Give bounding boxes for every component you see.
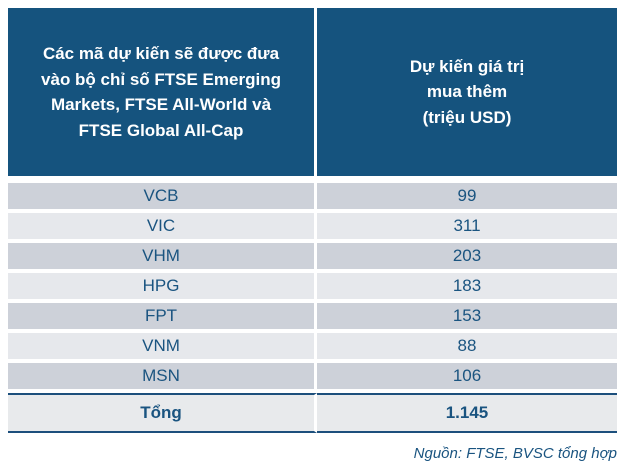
table-row: MSN 106 [8,363,617,389]
table-row: VHM 203 [8,243,617,269]
table-header-row: Các mã dự kiến sẽ được đưa vào bộ chỉ số… [8,8,617,176]
ticker-cell: VCB [8,183,317,209]
header-cell-value: Dự kiến giá trị mua thêm (triệu USD) [317,8,617,176]
ticker-cell: VHM [8,243,317,269]
header-cell-tickers: Các mã dự kiến sẽ được đưa vào bộ chỉ số… [8,8,317,176]
value-cell: 88 [317,333,617,359]
value-cell: 99 [317,183,617,209]
value-cell: 183 [317,273,617,299]
ticker-cell: VIC [8,213,317,239]
value-cell: 203 [317,243,617,269]
value-cell: 153 [317,303,617,329]
table-row: VIC 311 [8,213,617,239]
table-body: VCB 99 VIC 311 VHM 203 HPG 183 FPT 153 V… [8,183,617,389]
table-row: HPG 183 [8,273,617,299]
total-label-cell: Tổng [8,393,317,433]
table-row: VCB 99 [8,183,617,209]
table-row: FPT 153 [8,303,617,329]
source-note: Nguồn: FTSE, BVSC tổng hợp [413,445,617,462]
ticker-cell: MSN [8,363,317,389]
value-cell: 106 [317,363,617,389]
ticker-cell: HPG [8,273,317,299]
ticker-cell: FPT [8,303,317,329]
ftse-table: Các mã dự kiến sẽ được đưa vào bộ chỉ số… [8,8,617,462]
ticker-cell: VNM [8,333,317,359]
total-value-cell: 1.145 [317,393,617,433]
value-cell: 311 [317,213,617,239]
total-row: Tổng 1.145 [8,393,617,433]
table-row: VNM 88 [8,333,617,359]
